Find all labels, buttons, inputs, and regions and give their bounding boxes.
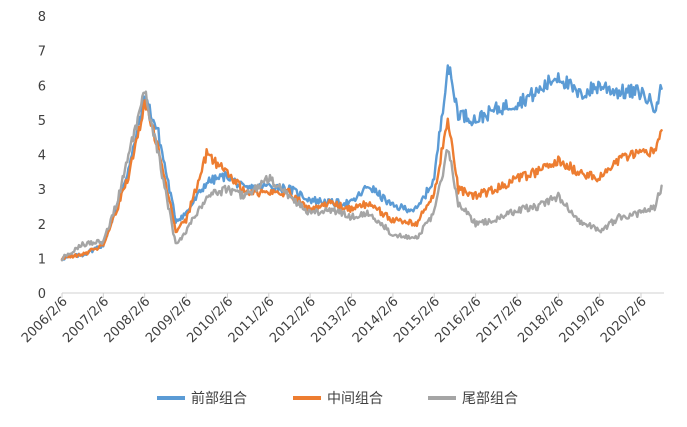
y-tick-label: 8 — [38, 10, 46, 25]
series-line-1 — [60, 64, 663, 261]
y-tick-label: 5 — [38, 114, 46, 129]
y-axis: 0 1 2 3 4 5 6 7 8 — [38, 10, 46, 302]
y-tick-label: 2 — [38, 218, 46, 233]
x-tick-label: 2020/2/6 — [598, 294, 650, 346]
legend-label: 前部组合 — [191, 390, 247, 407]
y-tick-label: 0 — [38, 287, 46, 302]
series-line-3 — [60, 90, 663, 262]
y-tick-label: 4 — [38, 149, 46, 164]
y-tick-label: 1 — [38, 252, 46, 267]
legend: 前部组合 中间组合 尾部组合 — [157, 390, 518, 407]
legend-label: 中间组合 — [327, 391, 383, 407]
x-axis: 2006/2/62007/2/62008/2/62009/2/62010/2/6… — [19, 292, 664, 346]
y-tick-label: 6 — [38, 79, 46, 94]
legend-label: 尾部组合 — [462, 391, 518, 407]
y-tick-label: 3 — [38, 183, 46, 198]
series-lines — [60, 64, 663, 262]
y-tick-label: 7 — [38, 45, 46, 60]
